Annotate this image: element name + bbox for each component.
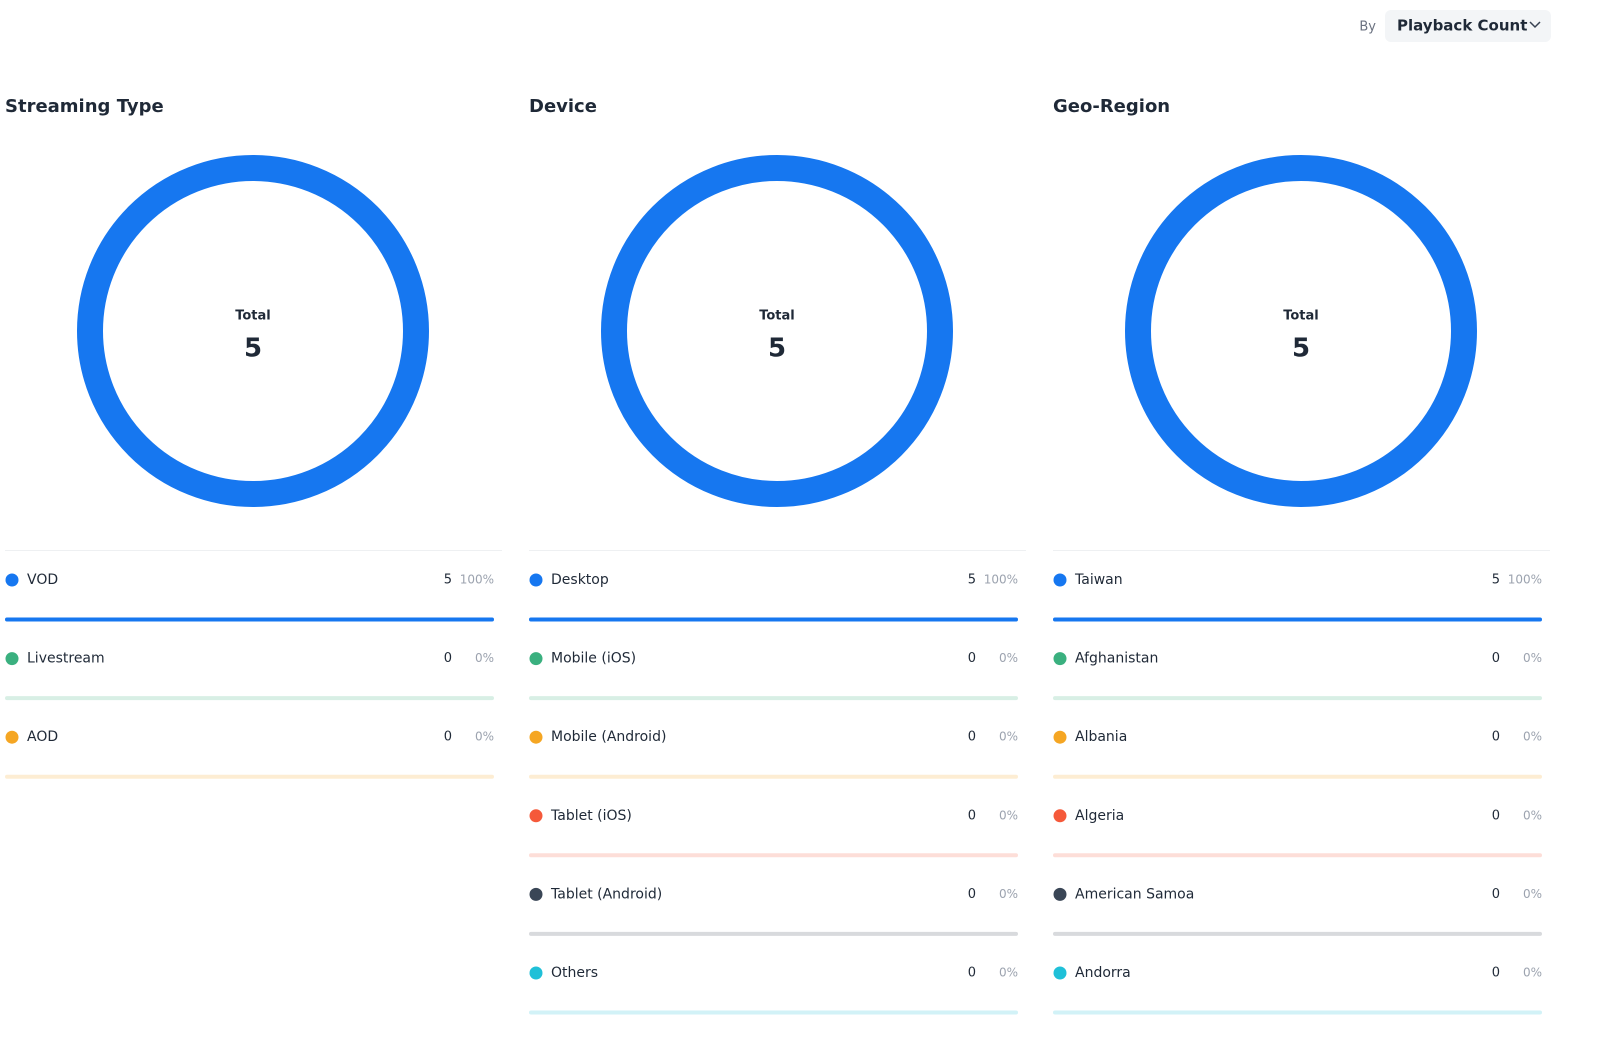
progress-track [5,774,494,779]
filter-dropdown[interactable]: Playback Count [1385,10,1551,42]
legend-dot [1053,966,1067,980]
chart-title: Device [529,96,597,117]
legend-count: 0 [1492,966,1500,981]
legend-dot [5,652,19,666]
legend-dot [1053,887,1067,901]
center-label: Total [759,309,795,324]
legend-dot [529,966,543,980]
legend-share: 0% [999,651,1018,665]
center-total: 5 [1292,334,1310,364]
legend-count: 0 [444,730,452,745]
legend-label: Albania [1075,729,1127,745]
center-label: Total [235,309,271,324]
progress-track [1053,853,1542,858]
progress-track [529,1010,1018,1015]
legend-count: 0 [1492,887,1500,902]
chart-title: Geo-Region [1053,96,1170,117]
legend-label: Desktop [551,572,609,588]
legend-dot [529,809,543,823]
legend-label: Afghanistan [1075,651,1158,667]
donut-segment [1125,155,1477,507]
progress-track [1053,931,1542,936]
legend-dot [1053,573,1067,587]
legend-count: 0 [968,730,976,745]
legend-label: Taiwan [1074,572,1123,588]
legend-share: 0% [999,730,1018,744]
chart-title: Streaming Type [5,96,164,117]
donut-segment [77,155,429,507]
donut-segment [601,155,953,507]
progress-track [1053,1010,1542,1015]
legend-share: 0% [475,730,494,744]
legend-count: 0 [1492,651,1500,666]
legend-count: 0 [968,651,976,666]
legend-count: 0 [444,651,452,666]
progress-track [529,931,1018,936]
legend-share: 0% [1523,966,1542,980]
legend-count: 5 [968,573,976,588]
legend-count: 0 [1492,808,1500,823]
legend-dot [529,573,543,587]
chevron[interactable] [1529,21,1541,29]
legend-label: Others [551,965,598,981]
legend-label: Tablet (iOS) [550,808,632,824]
legend-dot [5,573,19,587]
legend-count: 0 [1492,730,1500,745]
dropdown-box[interactable] [1385,10,1551,42]
legend-label: Andorra [1075,965,1131,981]
center-total: 5 [244,334,262,364]
legend-share: 100% [1508,573,1542,587]
legend-dot [529,652,543,666]
legend-dot [529,887,543,901]
legend-count: 5 [1492,573,1500,588]
progress-track [529,774,1018,779]
legend-dot [1053,809,1067,823]
progress-track [529,696,1018,701]
legend-share: 100% [984,573,1018,587]
center-label: Total [1283,309,1319,324]
legend-share: 0% [999,808,1018,822]
dropdown-value[interactable]: Playback Count [1397,17,1527,35]
legend-dot [1053,730,1067,744]
legend-share: 0% [999,966,1018,980]
legend-share: 0% [1523,730,1542,744]
legend-label: VOD [27,572,58,588]
filter-label: By [1359,20,1376,35]
progress-track [529,853,1018,858]
legend-count: 0 [968,966,976,981]
legend-share: 100% [460,573,494,587]
legend-count: 0 [968,887,976,902]
progress-track [1053,696,1542,701]
progress-bar [5,617,494,622]
legend-share: 0% [475,651,494,665]
progress-track [5,696,494,701]
legend-share: 0% [1523,808,1542,822]
progress-track [1053,774,1542,779]
legend-label: Algeria [1075,808,1124,824]
legend-dot [529,730,543,744]
progress-bar [1053,617,1542,622]
legend-label: Tablet (Android) [550,886,662,902]
legend-count: 5 [444,573,452,588]
center-total: 5 [768,334,786,364]
legend-label: AOD [27,729,58,745]
legend-share: 0% [1523,651,1542,665]
progress-bar [529,617,1018,622]
legend-dot [1053,652,1067,666]
legend-label: Livestream [27,651,105,667]
legend-share: 0% [1523,887,1542,901]
legend-dot [5,730,19,744]
legend-label: American Samoa [1075,886,1194,902]
legend-share: 0% [999,887,1018,901]
legend-count: 0 [968,808,976,823]
legend-label: Mobile (iOS) [551,651,636,667]
legend-label: Mobile (Android) [551,729,666,745]
